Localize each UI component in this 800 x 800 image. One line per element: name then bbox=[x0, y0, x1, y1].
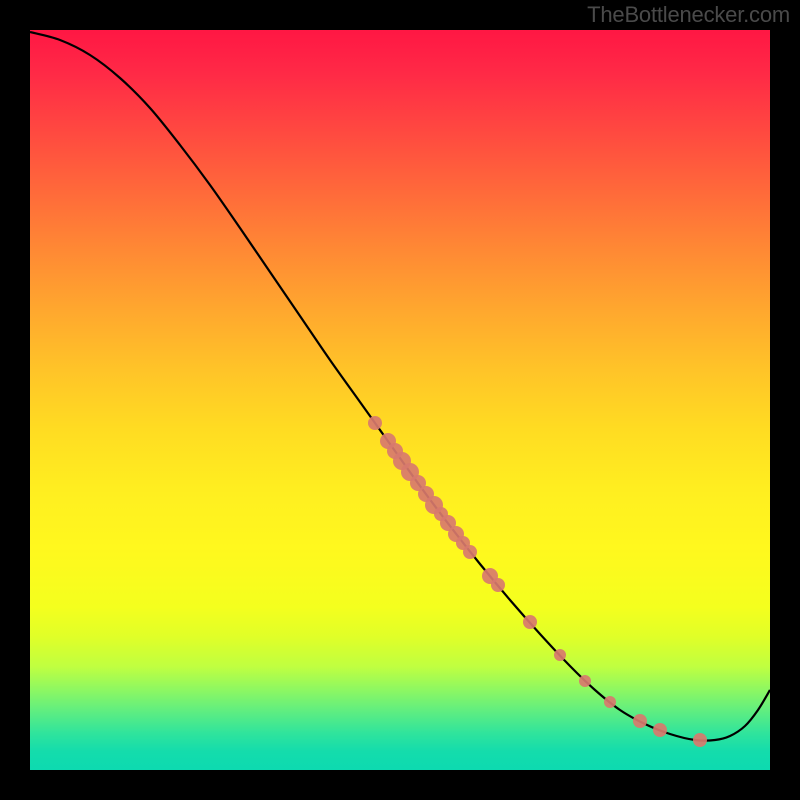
data-marker bbox=[604, 696, 616, 708]
data-marker bbox=[491, 578, 505, 592]
data-marker bbox=[693, 733, 707, 747]
data-marker bbox=[554, 649, 566, 661]
bottleneck-chart bbox=[0, 0, 800, 800]
data-marker bbox=[368, 416, 382, 430]
data-marker bbox=[463, 545, 477, 559]
plot-background bbox=[30, 30, 770, 770]
data-marker bbox=[633, 714, 647, 728]
watermark-text: TheBottlenecker.com bbox=[587, 2, 790, 28]
data-marker bbox=[579, 675, 591, 687]
data-marker bbox=[523, 615, 537, 629]
data-marker bbox=[653, 723, 667, 737]
chart-frame: TheBottlenecker.com bbox=[0, 0, 800, 800]
